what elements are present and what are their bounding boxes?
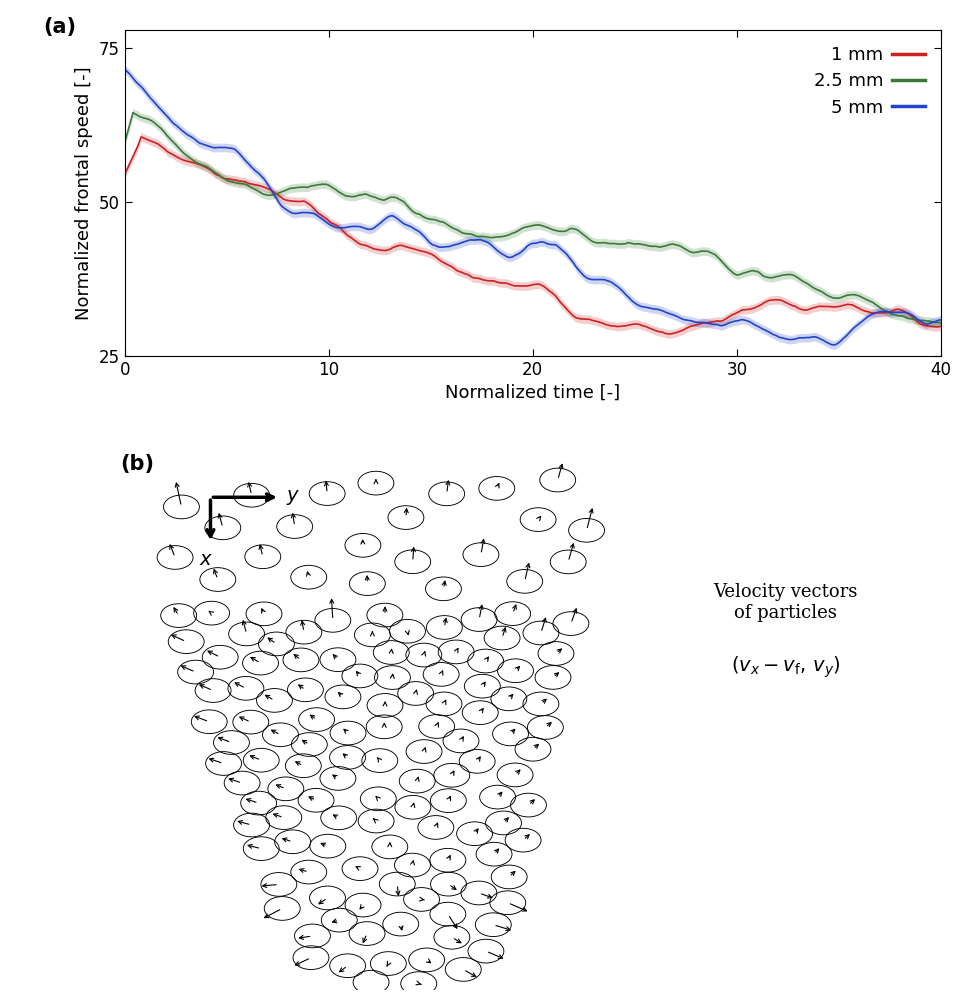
5 mm [593, 274, 605, 286]
1 mm [135, 131, 147, 143]
Text: (a): (a) [43, 17, 76, 37]
1 mm [935, 320, 947, 332]
Line: 5 mm: 5 mm [125, 69, 941, 345]
Y-axis label: Normalized frontal speed [-]: Normalized frontal speed [-] [75, 66, 93, 320]
2.5 mm [128, 107, 139, 119]
2.5 mm [935, 317, 947, 329]
1 mm [170, 150, 181, 162]
Text: $\left(v_x - v_{\rm f},\, v_y\right)$: $\left(v_x - v_{\rm f},\, v_y\right)$ [731, 654, 841, 680]
5 mm [169, 118, 180, 130]
2.5 mm [823, 290, 834, 302]
1 mm [594, 316, 606, 328]
5 mm [935, 314, 947, 326]
Text: Velocity vectors
of particles: Velocity vectors of particles [713, 583, 858, 622]
2.5 mm [739, 267, 751, 279]
5 mm [738, 314, 750, 326]
5 mm [614, 283, 626, 295]
2.5 mm [170, 139, 181, 151]
2.5 mm [615, 238, 627, 250]
1 mm [615, 320, 627, 332]
Text: $x$: $x$ [200, 550, 213, 569]
5 mm [822, 337, 833, 349]
1 mm [663, 328, 675, 340]
2.5 mm [640, 239, 652, 251]
Text: $y$: $y$ [285, 488, 300, 507]
X-axis label: Normalized time [-]: Normalized time [-] [445, 383, 620, 401]
Line: 2.5 mm: 2.5 mm [125, 113, 941, 323]
5 mm [828, 339, 840, 351]
Line: 1 mm: 1 mm [125, 137, 941, 334]
1 mm [119, 168, 131, 180]
1 mm [740, 304, 752, 316]
5 mm [638, 301, 650, 313]
2.5 mm [119, 136, 131, 148]
2.5 mm [594, 237, 606, 249]
1 mm [640, 320, 652, 332]
Text: (b): (b) [121, 454, 155, 474]
1 mm [824, 300, 835, 312]
Legend: 1 mm, 2.5 mm, 5 mm: 1 mm, 2.5 mm, 5 mm [806, 39, 932, 124]
5 mm [119, 63, 131, 75]
